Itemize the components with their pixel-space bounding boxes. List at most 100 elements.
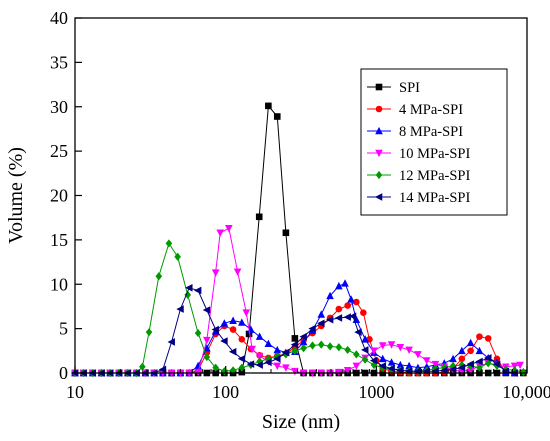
data-point: [220, 319, 229, 327]
data-point: [317, 319, 325, 328]
axis-ticks: 0 5 10 15 20 25 30 35 40 10 100 1000 10,000: [50, 8, 550, 402]
data-point: [466, 360, 474, 368]
data-point: [396, 366, 404, 375]
legend-entry: 12 MPa-SPI: [367, 168, 470, 184]
data-point: [282, 364, 290, 372]
legend-entry: 8 MPa-SPI: [367, 124, 463, 140]
data-point: [291, 346, 299, 355]
data-point: [228, 347, 237, 356]
y-tick-label: 30: [50, 97, 68, 117]
legend-entry: SPI: [367, 80, 420, 96]
x-axis-label: Size (nm): [262, 411, 340, 433]
data-point: [290, 340, 299, 349]
data-point: [255, 213, 263, 221]
y-tick-label: 40: [50, 8, 68, 28]
legend-marker: [375, 126, 383, 135]
data-point: [476, 333, 483, 340]
data-point: [475, 346, 484, 355]
data-point: [185, 284, 193, 292]
data-point: [347, 295, 355, 303]
y-tick-label: 15: [50, 230, 68, 250]
data-point: [139, 362, 146, 371]
data-point: [354, 328, 362, 336]
series-line: [75, 242, 524, 374]
data-point: [225, 225, 233, 233]
y-tick-label: 0: [59, 363, 68, 383]
legend-entry: 14 MPa-SPI: [367, 190, 470, 206]
legend-label: SPI: [399, 80, 420, 96]
data-point: [299, 332, 307, 341]
data-point: [194, 328, 202, 338]
data-point: [405, 361, 413, 370]
data-point: [449, 361, 457, 370]
legend-label: 12 MPa-SPI: [399, 168, 470, 184]
data-point: [145, 328, 153, 337]
series-line: [75, 282, 515, 374]
data-point: [343, 313, 351, 321]
data-point: [229, 326, 237, 333]
legend-box: [360, 68, 508, 216]
data-point: [516, 361, 524, 370]
data-point: [484, 354, 492, 362]
data-point: [475, 357, 483, 366]
data-point: [273, 113, 281, 120]
data-point: [291, 335, 299, 342]
data-point: [492, 360, 501, 368]
data-point: [221, 367, 228, 376]
y-tick-label: 25: [50, 141, 68, 161]
data-point: [484, 335, 492, 342]
x-tick-label: 1000: [358, 382, 394, 402]
data-point: [203, 344, 211, 352]
data-point: [273, 345, 282, 354]
y-tick-label: 20: [50, 186, 68, 206]
legend-entry: 4 MPa-SPI: [367, 102, 463, 118]
data-point: [211, 269, 220, 277]
data-point: [370, 360, 378, 370]
data-point: [335, 343, 343, 352]
data-point: [299, 337, 308, 346]
y-tick-label: 5: [59, 319, 68, 339]
data-point: [233, 268, 242, 276]
data-point: [396, 360, 405, 369]
data-point: [212, 363, 219, 372]
y-tick-label: 10: [50, 274, 68, 294]
legend-marker: [375, 105, 383, 113]
data-point: [467, 347, 474, 355]
data-point: [317, 340, 325, 349]
data-point: [265, 102, 272, 110]
data-point: [440, 366, 448, 375]
data-point: [396, 343, 405, 352]
data-point: [458, 355, 466, 363]
data-point: [414, 351, 422, 359]
data-point: [325, 315, 334, 324]
legend-label: 10 MPa-SPI: [399, 146, 470, 162]
data-point: [449, 354, 457, 363]
data-point: [476, 363, 483, 372]
x-tick-label: 100: [212, 382, 239, 402]
data-point: [216, 229, 225, 237]
data-point: [422, 357, 431, 365]
data-point: [238, 363, 246, 372]
data-point: [202, 306, 211, 314]
data-point: [256, 357, 263, 366]
data-point: [193, 286, 202, 295]
legend: SPI 4 MPa-SPI 8 MPa-SPI 10 MPa-SPI 12 MPa-SP…: [360, 68, 508, 216]
data-point: [440, 363, 448, 372]
data-point: [255, 361, 263, 369]
legend-entry: 10 MPa-SPI: [367, 146, 470, 162]
legend-label: 14 MPa-SPI: [399, 190, 470, 206]
data-point: [237, 355, 246, 363]
data-point: [308, 324, 316, 333]
y-axis-label: Volume (%): [5, 147, 27, 244]
data-point: [229, 366, 237, 375]
series-8-mpa-spi: [71, 279, 519, 377]
data-point: [238, 318, 246, 326]
data-point: [264, 339, 273, 348]
data-point: [246, 360, 255, 368]
data-point: [335, 281, 343, 290]
legend-marker: [374, 193, 383, 201]
legend-marker: [375, 83, 383, 91]
data-point: [238, 335, 246, 343]
data-point: [361, 346, 369, 354]
